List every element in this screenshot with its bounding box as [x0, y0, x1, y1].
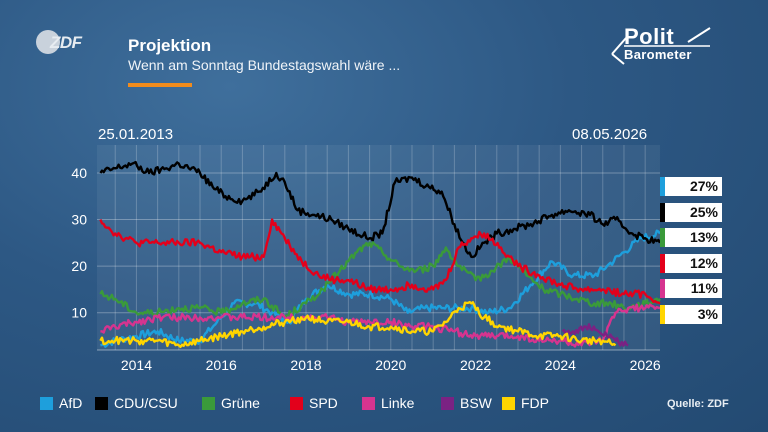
badge-color-bar [660, 203, 665, 222]
page-title: Projektion [128, 36, 212, 55]
legend-swatch [441, 397, 454, 410]
series-line-spd [99, 218, 661, 305]
zdf-logo-circle [36, 30, 60, 54]
zdf-logo-text: ZDF [50, 33, 82, 52]
x-tick-label: 2026 [630, 357, 661, 373]
badge-value: 11% [690, 280, 718, 296]
series-line-fdp [99, 300, 617, 348]
badge-value: 12% [689, 255, 718, 271]
badge-value: 27% [689, 178, 718, 194]
badge-color-bar [660, 228, 665, 247]
date-end: 08.05.2026 [572, 126, 648, 143]
politbarometer-logo-lines [611, 27, 711, 65]
badge-color-bar [660, 254, 665, 273]
legend-label: CDU/CSU [114, 395, 178, 411]
y-tick-label: 10 [71, 305, 87, 321]
legend-swatch [202, 397, 215, 410]
legend-label: AfD [59, 395, 83, 411]
legend-swatch [362, 397, 375, 410]
series-line-grne [99, 241, 661, 319]
politbarometer-title: Polit [624, 24, 675, 49]
x-tick-label: 2024 [545, 357, 576, 373]
x-tick-label: 2020 [375, 357, 406, 373]
x-tick-label: 2018 [290, 357, 321, 373]
badge-color-bar [660, 305, 665, 324]
series-line-bsw [561, 323, 629, 347]
page-subtitle: Wenn am Sonntag Bundestagswahl wäre ... [128, 57, 401, 73]
badge-color-bar [660, 279, 665, 298]
badge-value: 25% [689, 204, 718, 220]
legend-label: FDP [521, 395, 549, 411]
current-value-badge: 12% [660, 254, 722, 273]
y-tick-label: 40 [71, 165, 87, 181]
date-start: 25.01.2013 [98, 126, 174, 143]
title-accent-bar [128, 83, 192, 87]
y-tick-label: 20 [71, 258, 87, 274]
x-tick-label: 2022 [460, 357, 491, 373]
y-tick-label: 30 [71, 212, 87, 228]
chart-axis-labels: 10 20 30 40 2014 2016 2018 2020 2022 2024 2026 [71, 165, 661, 373]
badge-color-bar [660, 177, 665, 196]
x-tick-label: 2016 [206, 357, 237, 373]
source-note: Quelle: ZDF [667, 398, 729, 410]
current-value-badge: 13% [660, 228, 722, 247]
legend-swatch [40, 397, 53, 410]
legend-label: Grüne [221, 395, 260, 411]
current-value-badge: 27% [660, 177, 722, 196]
politbarometer-subtitle: Barometer [624, 47, 692, 62]
zdf-logo: ZDF [36, 30, 94, 56]
legend-swatch [290, 397, 303, 410]
badge-value: 3% [697, 306, 718, 322]
current-value-badge: 25% [660, 203, 722, 222]
chart-series [99, 160, 662, 348]
legend-swatch [502, 397, 515, 410]
current-value-badge: 11% [660, 279, 722, 298]
badge-value: 13% [689, 229, 718, 245]
series-line-linke [100, 303, 661, 348]
legend-label: SPD [309, 395, 338, 411]
legend-label: BSW [460, 395, 492, 411]
x-tick-label: 2014 [121, 357, 152, 373]
politbarometer-logo: Polit Barometer [610, 24, 720, 70]
legend-label: Linke [381, 395, 415, 411]
series-line-cducsu [99, 160, 662, 259]
current-value-badge: 3% [660, 305, 722, 324]
legend-swatch [95, 397, 108, 410]
